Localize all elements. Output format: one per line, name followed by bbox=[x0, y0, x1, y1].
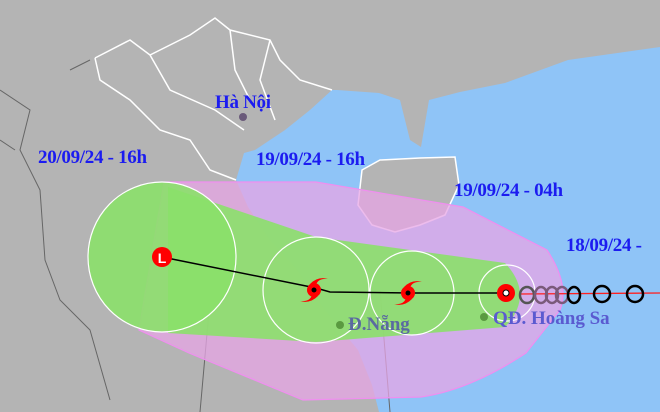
label-hoangsa: QĐ. Hoàng Sa bbox=[493, 308, 610, 329]
label-forecast-18-09: 18/09/24 - bbox=[566, 235, 642, 256]
past-positions bbox=[518, 284, 645, 305]
forecast-track bbox=[161, 256, 507, 294]
forecast-circle-19-09-16h bbox=[262, 236, 370, 344]
tropical-depression-icon bbox=[394, 281, 422, 305]
storm-center-icon bbox=[497, 284, 515, 302]
strong-wind-zone bbox=[168, 187, 520, 342]
hanoi-dot bbox=[239, 113, 247, 121]
tropical-depression-icon bbox=[300, 278, 328, 302]
hoangsa-dot bbox=[480, 313, 488, 321]
danang-dot bbox=[336, 321, 344, 329]
svg-text:L: L bbox=[158, 250, 167, 266]
label-hanoi: Hà Nội bbox=[215, 92, 271, 113]
borders bbox=[94, 17, 333, 181]
label-danang: Đ.Nẵng bbox=[348, 314, 410, 335]
past-track bbox=[519, 292, 660, 295]
low-pressure-icon: L bbox=[152, 247, 172, 267]
label-forecast-19-09-04h: 19/09/24 - 04h bbox=[454, 180, 563, 201]
label-forecast-20-09-16h: 20/09/24 - 16h bbox=[38, 147, 147, 168]
label-forecast-19-09-16h: 19/09/24 - 16h bbox=[256, 149, 365, 170]
